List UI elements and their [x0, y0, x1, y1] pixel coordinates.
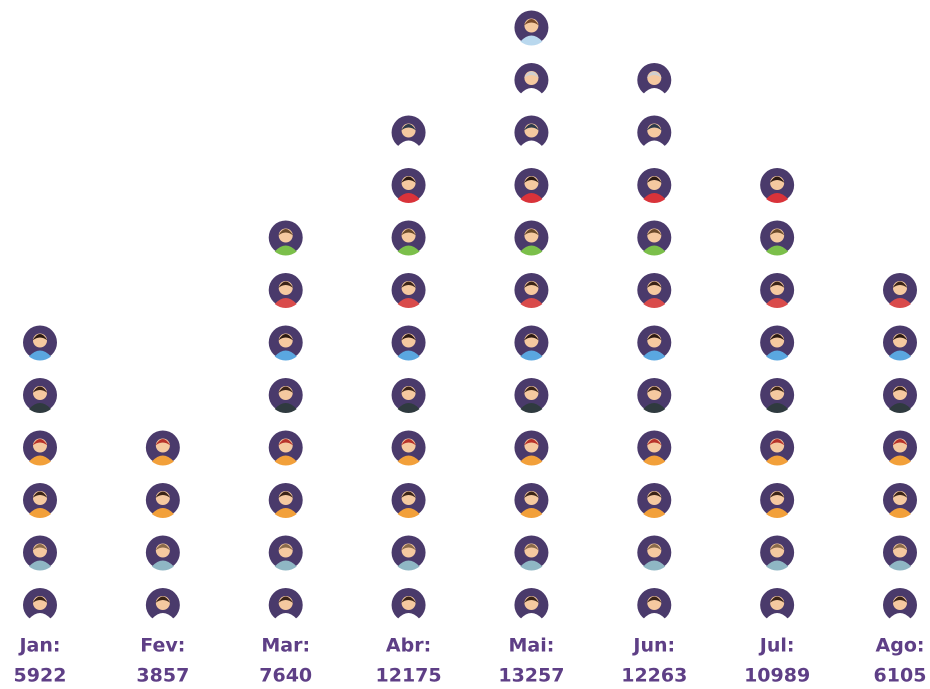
person-icon: [269, 483, 303, 518]
person-icon: [514, 378, 548, 413]
person-icon: [23, 431, 57, 466]
person-icon: [269, 588, 303, 623]
person-icon: [514, 168, 548, 203]
person-icon: [760, 273, 794, 308]
person-icon: [883, 431, 917, 466]
category-label: Jun:: [631, 635, 675, 657]
value-label: 5922: [14, 665, 67, 687]
person-icon: [637, 431, 671, 466]
person-icon: [514, 221, 548, 256]
person-icon: [760, 536, 794, 571]
value-label: 13257: [498, 665, 564, 687]
person-icon: [392, 588, 426, 623]
person-icon: [514, 536, 548, 571]
value-label: 12263: [621, 665, 687, 687]
person-icon: [392, 378, 426, 413]
person-icon: [637, 536, 671, 571]
category-label: Mai:: [509, 635, 555, 657]
person-icon: [760, 483, 794, 518]
person-icon: [637, 221, 671, 256]
value-label: 6105: [874, 665, 927, 687]
value-label: 7640: [259, 665, 312, 687]
person-icon: [146, 588, 180, 623]
person-icon: [514, 588, 548, 623]
person-icon: [637, 168, 671, 203]
person-icon: [392, 168, 426, 203]
person-icon: [760, 431, 794, 466]
person-icon: [514, 63, 548, 98]
person-icon: [883, 483, 917, 518]
person-icon: [392, 116, 426, 151]
person-icon: [637, 588, 671, 623]
person-icon: [23, 326, 57, 361]
person-icon: [392, 483, 426, 518]
person-icon: [392, 273, 426, 308]
person-icon: [392, 536, 426, 571]
person-icon: [23, 483, 57, 518]
person-icon: [760, 221, 794, 256]
person-icon: [269, 431, 303, 466]
category-label: Jan:: [17, 635, 60, 657]
person-icon: [23, 378, 57, 413]
person-icon: [146, 483, 180, 518]
person-icon: [269, 273, 303, 308]
person-icon: [269, 536, 303, 571]
person-icon: [760, 326, 794, 361]
category-label: Ago:: [876, 635, 925, 657]
category-label: Mar:: [261, 635, 310, 657]
person-icon: [23, 536, 57, 571]
person-icon: [637, 326, 671, 361]
person-icon: [392, 221, 426, 256]
person-icon: [514, 116, 548, 151]
person-icon: [514, 431, 548, 466]
person-icon: [146, 431, 180, 466]
person-icon: [269, 326, 303, 361]
person-icon: [637, 116, 671, 151]
category-label: Jul:: [758, 635, 795, 657]
person-icon: [883, 326, 917, 361]
person-icon: [392, 431, 426, 466]
value-label: 10989: [744, 665, 810, 687]
person-icon: [269, 221, 303, 256]
person-icon: [146, 536, 180, 571]
person-icon: [883, 273, 917, 308]
person-icon: [514, 326, 548, 361]
person-icon: [637, 273, 671, 308]
person-icon: [23, 588, 57, 623]
person-icon: [883, 536, 917, 571]
person-icon: [883, 378, 917, 413]
person-icon: [269, 378, 303, 413]
person-icon: [637, 483, 671, 518]
value-label: 3857: [136, 665, 189, 687]
value-label: 12175: [376, 665, 442, 687]
chart: Jan: 5922 Fev: 3857 Mar: 7640 Abr: 12175 Mai: 132…: [0, 0, 930, 689]
person-icon: [514, 483, 548, 518]
person-icon: [637, 378, 671, 413]
person-icon: [514, 273, 548, 308]
person-icon: [637, 63, 671, 98]
person-icon: [514, 11, 548, 46]
person-icon: [760, 588, 794, 623]
person-icon: [760, 378, 794, 413]
category-label: Abr:: [386, 635, 431, 657]
person-icon: [883, 588, 917, 623]
category-label: Fev:: [140, 635, 185, 657]
person-icon: [392, 326, 426, 361]
person-icon: [760, 168, 794, 203]
